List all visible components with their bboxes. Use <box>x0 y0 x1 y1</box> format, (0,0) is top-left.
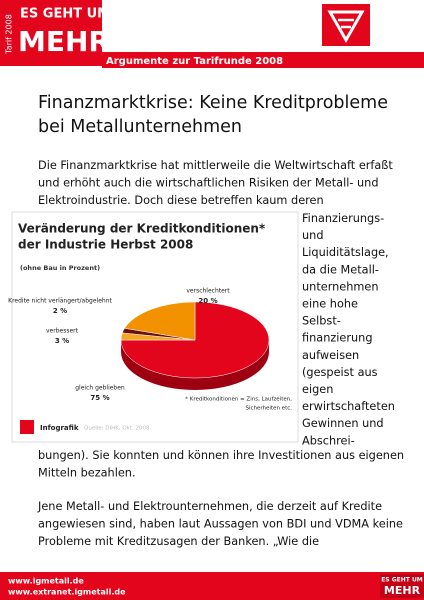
chart-footnote: * Kreditkonditionen = Zins, Laufzeiten, <box>185 397 292 403</box>
slice-label: gleich geblieben <box>75 385 125 392</box>
footer-logo <box>380 574 424 598</box>
footer-logo-bottom: MEHR <box>384 584 421 597</box>
slice-value: 2 % <box>53 307 67 315</box>
title-line: Finanzmarktkrise: Keine Kreditprobleme <box>38 93 388 113</box>
slice-label: Kredite nicht verlängert/abgelehnt <box>8 298 112 305</box>
header-block <box>0 0 102 66</box>
header-bar <box>102 52 424 68</box>
body-line: (gespeist aus <box>302 366 378 379</box>
body-line: eigen <box>302 383 333 396</box>
footer-logo-top: ES GEHT UM <box>381 577 423 584</box>
brand-top: ES GEHT UM <box>20 7 110 22</box>
chart-subtitle: (ohne Bau in Prozent) <box>20 264 100 272</box>
chart-brand: Infografik <box>40 424 79 432</box>
slice-label: verschlechtert <box>186 288 230 295</box>
body-line: Finanzierungs- <box>302 212 384 225</box>
chart-logo <box>20 420 34 434</box>
body-line: da die Metall- <box>302 263 379 276</box>
body-line: und erhöht auch die wirtschaftlichen Ris… <box>38 177 379 190</box>
pie-slice <box>124 301 196 341</box>
title-line: bei Metallunternehmen <box>38 117 242 137</box>
body-line: unternehmen <box>302 280 379 293</box>
body-line: Selbst- <box>302 315 341 328</box>
body-line: eine hohe <box>302 298 358 311</box>
chart-footnote: Sicherheiten etc. <box>245 406 292 412</box>
body-line: Mitteln bezahlen. <box>38 467 136 480</box>
body-line: Abschrei- <box>302 434 355 447</box>
header-subtitle: Argumente zur Tarifrunde 2008 <box>106 56 283 67</box>
body-line: bungen). Sie konnten und können ihre Inv… <box>38 449 404 462</box>
body-line: finanzierung <box>302 332 373 345</box>
footer-bar <box>0 572 424 600</box>
body-line: Gewinnen und <box>302 417 384 430</box>
chart-title: Veränderung der Kreditkonditionen* <box>18 222 266 236</box>
footer-link: www.igmetall.de <box>8 577 84 586</box>
chart-title: der Industrie Herbst 2008 <box>18 238 193 252</box>
footer-link: www.extranet.igmetall.de <box>8 588 126 597</box>
slice-value: 20 % <box>198 297 217 305</box>
chart-source: Quelle: DIHK, Okt. 2008 <box>84 426 150 432</box>
slice-value: 3 % <box>55 337 69 345</box>
pie-slice <box>120 301 270 379</box>
body-line: Elektroindustrie. Doch diese betreffen k… <box>38 194 324 207</box>
body-line: aufweisen <box>302 349 359 362</box>
body-line: und <box>302 229 324 242</box>
slice-label: verbessert <box>46 328 79 335</box>
body-line: erwirtschafteten <box>302 400 395 413</box>
body-line: Probleme mit Kreditzusagen der Banken. „… <box>38 535 319 548</box>
body-line: Liquiditätslage, <box>302 246 389 259</box>
body-line: Jene Metall- und Elektrounternehmen, die… <box>37 500 382 513</box>
logo <box>322 4 370 46</box>
side-label: Tarif 2008 <box>5 14 14 55</box>
slice-value: 75 % <box>90 394 109 402</box>
body-line: angewiesen sind, haben laut Aussagen von… <box>38 518 403 531</box>
body-line: Die Finanzmarktkrise hat mittlerweile di… <box>38 159 393 172</box>
brand-bottom: MEHR <box>18 25 110 58</box>
